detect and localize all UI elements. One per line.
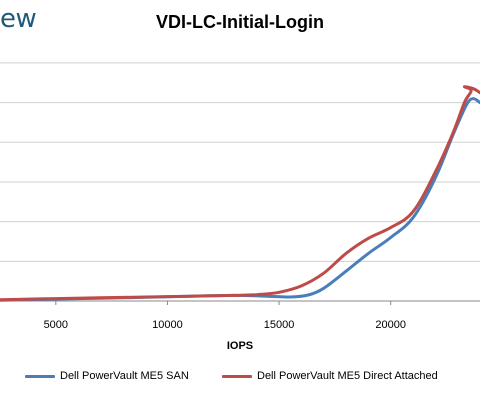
x-tick-label-20000: 20000	[375, 319, 406, 331]
legend: Dell PowerVault ME5 SAN Dell PowerVault …	[0, 370, 480, 390]
chart-title: VDI-LC-Initial-Login	[156, 12, 324, 32]
gridlines	[0, 62, 480, 262]
legend-label-direct-attached: Dell PowerVault ME5 Direct Attached	[257, 370, 438, 382]
legend-label-san: Dell PowerVault ME5 SAN	[60, 370, 189, 382]
series-line-direct-attached	[0, 85, 480, 302]
series-lines	[0, 85, 480, 302]
series-line-san	[0, 97, 480, 302]
legend-swatch-san	[25, 374, 55, 378]
x-axis: 5000 10000 15000 20000	[0, 300, 480, 331]
legend-item-direct-attached: Dell PowerVault ME5 Direct Attached	[222, 370, 438, 382]
x-tick-label-5000: 5000	[44, 319, 68, 331]
legend-swatch-direct-attached	[222, 374, 252, 378]
x-axis-label: IOPS	[227, 340, 253, 352]
x-tick-label-10000: 10000	[152, 319, 183, 331]
x-tick-label-15000: 15000	[264, 319, 295, 331]
brand-logo: ew	[0, 4, 37, 34]
legend-item-san: Dell PowerVault ME5 SAN	[25, 370, 189, 382]
